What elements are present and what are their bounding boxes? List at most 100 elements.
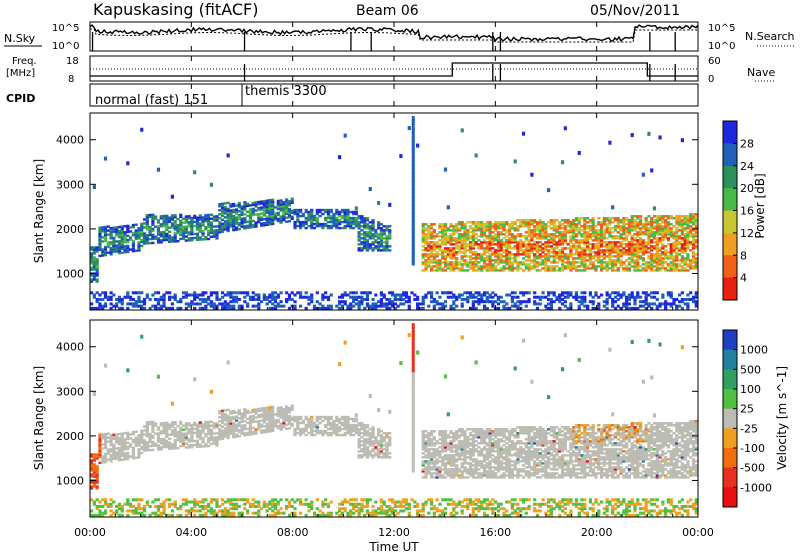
velocity-cell [162, 437, 166, 441]
power-cell [201, 234, 205, 237]
power-cell [474, 295, 478, 299]
power-cell [103, 247, 108, 251]
power-cell [638, 241, 643, 244]
power-cell [377, 235, 381, 238]
power-cell [212, 291, 216, 295]
power-cell [597, 259, 601, 262]
power-cell [608, 257, 612, 260]
power-cell [273, 214, 278, 217]
power-cell [658, 239, 662, 242]
power-cell [90, 268, 94, 271]
power-cell [574, 245, 579, 248]
power-cell [516, 219, 520, 222]
power-cell [572, 227, 576, 230]
power-cell [533, 247, 537, 250]
velocity-cell [240, 416, 244, 419]
power-cell [385, 235, 389, 238]
velocity-cell [179, 422, 183, 426]
velocity-cell [265, 422, 269, 425]
power-cell [630, 255, 634, 258]
power-cell [346, 293, 350, 297]
power-cell [558, 257, 562, 260]
power-cell [443, 300, 448, 304]
power-cell [611, 265, 615, 268]
power-cell [555, 243, 559, 246]
power-cell [271, 295, 275, 299]
power-cell [220, 228, 225, 232]
power-cell [207, 297, 211, 301]
power-cell [101, 306, 105, 310]
power-cell [488, 233, 492, 236]
power-cell [482, 291, 487, 295]
power-cell [572, 229, 576, 232]
power-cell [611, 227, 615, 230]
power-cell [209, 221, 214, 224]
power-cell [463, 269, 467, 272]
power-cell [131, 241, 135, 245]
power-cell [271, 200, 275, 204]
power-cell [583, 253, 587, 256]
power-cell [162, 236, 166, 240]
velocity-cell [282, 409, 286, 413]
power-cell [558, 237, 562, 240]
power-cell [343, 224, 347, 228]
power-cell [349, 210, 353, 214]
power-cell [251, 211, 255, 215]
power-cell [533, 229, 537, 232]
power-cell [527, 300, 531, 304]
power-cell [505, 257, 509, 260]
power-cell [165, 224, 169, 228]
power-cell [209, 304, 214, 308]
velocity-cell [123, 432, 127, 435]
power-cell [552, 221, 556, 224]
power-cell [482, 263, 487, 266]
power-cell [569, 235, 573, 238]
y-tick-label: 2000 [56, 223, 84, 236]
power-cell [471, 261, 475, 264]
power-cell [240, 221, 244, 224]
velocity-cell [223, 413, 227, 416]
power-cell [168, 226, 172, 229]
power-cell [413, 297, 417, 301]
power-cell [468, 295, 473, 299]
velocity-cell [190, 437, 194, 441]
power-cell [338, 226, 342, 230]
power-cell [271, 210, 275, 214]
velocity-cell [176, 438, 180, 442]
power-cell [644, 302, 648, 306]
power-cell [368, 235, 372, 238]
power-cell [117, 235, 122, 239]
power-cell [460, 259, 464, 262]
velocity-cell [223, 513, 227, 517]
power-cell [421, 300, 425, 304]
power-cell [360, 295, 364, 299]
velocity-cell [165, 513, 169, 517]
power-cell [666, 227, 671, 230]
power-cell [201, 306, 205, 310]
power-cell [452, 237, 456, 240]
power-cell [549, 302, 553, 306]
velocity-cell [226, 432, 230, 436]
power-cell [619, 249, 623, 252]
velocity-cell [262, 414, 266, 418]
velocity-cell [215, 500, 219, 504]
velocity-cell [276, 509, 280, 513]
power-cell [625, 243, 629, 246]
power-cell [633, 249, 637, 252]
power-cell [140, 300, 144, 304]
power-cell [658, 261, 662, 264]
velocity-cell [168, 433, 172, 436]
power-cell [586, 237, 590, 240]
power-cell [474, 233, 478, 236]
power-cell [608, 245, 612, 248]
power-cell [677, 265, 682, 268]
velocity-cell [181, 442, 186, 445]
power-cell [357, 247, 361, 250]
power-cell [636, 239, 640, 242]
power-cell [165, 306, 169, 310]
power-cell [558, 306, 562, 310]
power-cell [262, 218, 266, 221]
power-cell [521, 225, 526, 228]
velocity-cell [285, 411, 289, 414]
power-cell [193, 291, 197, 295]
